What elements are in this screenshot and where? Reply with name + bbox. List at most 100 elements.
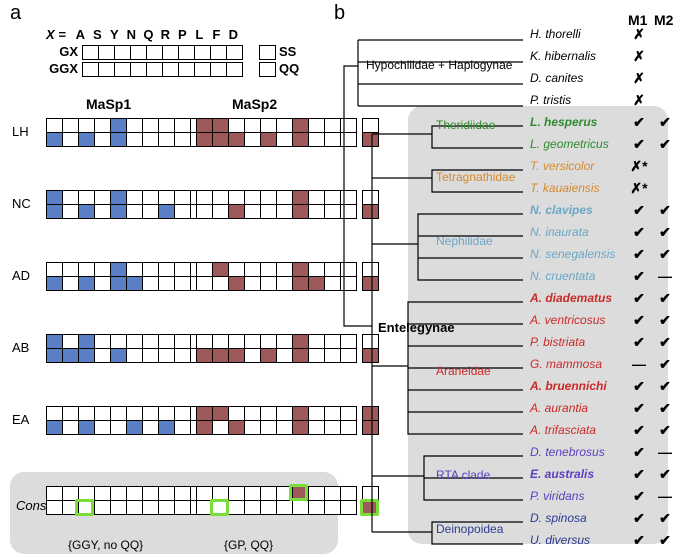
aa-N: N [123, 27, 140, 42]
taxon-row: T. versicolor ✗* [338, 156, 678, 176]
panel-a-label: a [10, 2, 21, 25]
taxon-row: P. bistriata ✔ ✔ [338, 332, 678, 352]
aa-Q: Q [140, 27, 157, 42]
taxon-name: A. trifasciata [530, 423, 596, 437]
m2-mark: ✔ [656, 334, 674, 351]
m1-mark: ✗ [630, 92, 648, 109]
m1-mark: ✗ [630, 26, 648, 43]
taxon-name: L. hesperus [530, 115, 597, 129]
taxon-row: U. diversus ✔ ✔ [338, 530, 678, 550]
m2-mark: — [656, 268, 674, 284]
cons-label: Cons. [16, 498, 50, 513]
aa-P: P [174, 27, 191, 42]
row-label-EA: EA [12, 412, 29, 427]
row-label-AB: AB [12, 340, 29, 355]
m1-mark: ✔ [630, 224, 648, 241]
taxon-name: T. versicolor [530, 159, 594, 173]
m1-mark: ✔ [630, 312, 648, 329]
taxon-name: N. clavipes [530, 203, 593, 217]
taxon-row: L. hesperus✔✔ [338, 112, 678, 132]
m1-mark: ✔ [630, 466, 648, 483]
taxon-name: U. diversus [530, 533, 590, 547]
taxon-row: D. spinosa ✔ ✔ [338, 508, 678, 528]
taxon-name: D. tenebrosus [530, 445, 605, 459]
gx-label: GX [46, 44, 78, 59]
x-eq-label: X = [46, 27, 66, 42]
panel-b: M1 M2 Hypochilida [338, 6, 678, 552]
m1-mark: ✔ [630, 136, 648, 153]
m2-mark: ✔ [656, 422, 674, 439]
taxon-row: E. australis✔✔ [338, 464, 678, 484]
masp1-heading: MaSp1 [86, 96, 131, 112]
ss-label: SS [279, 44, 296, 59]
row-label-NC: NC [12, 196, 31, 211]
m1-mark: ✔ [630, 510, 648, 527]
m1-mark: ✔ [630, 444, 648, 461]
m1-mark: ✗ [630, 70, 648, 87]
row-label-AD: AD [12, 268, 30, 283]
m1-mark: ✔ [630, 114, 648, 131]
aa-D: D [225, 27, 242, 42]
taxon-row: T. kauaiensis ✗* [338, 178, 678, 198]
taxon-row: A. trifasciata ✔ ✔ [338, 420, 678, 440]
aa-L: L [191, 27, 208, 42]
taxon-row: L. geometricus✔✔ [338, 134, 678, 154]
taxon-name: A. aurantia [530, 401, 588, 415]
m1-mark: ✔ [630, 290, 648, 307]
taxon-row: N. senegalensis✔✔ [338, 244, 678, 264]
ss-cell [259, 45, 275, 59]
aa-Y: Y [106, 27, 123, 42]
taxon-name: T. kauaiensis [530, 181, 600, 195]
taxon-name: A. ventricosus [530, 313, 605, 327]
taxon-row: D. canites ✗ [338, 68, 678, 88]
m2-mark: ✔ [656, 202, 674, 219]
taxon-name: N. cruentata [530, 269, 595, 283]
row-label-LH: LH [12, 124, 29, 139]
taxon-row: N. inaurata✔✔ [338, 222, 678, 242]
taxon-name: D. spinosa [530, 511, 587, 525]
taxon-name: H. thorelli [530, 27, 581, 41]
m1-mark: ✔ [630, 488, 648, 505]
legend: X = ASYNQRPLFD GX SS GGX QQ [46, 26, 299, 77]
m1-mark: ✔ [630, 202, 648, 219]
taxon-row: P. viridans✔— [338, 486, 678, 506]
aa-F: F [208, 27, 225, 42]
taxon-row: H. thorelli ✗ [338, 24, 678, 44]
m2-mark: ✔ [656, 312, 674, 329]
m2-mark: ✔ [656, 510, 674, 527]
m2-mark: — [656, 488, 674, 504]
taxon-name: D. canites [530, 71, 583, 85]
ggx-grid [82, 62, 242, 76]
taxon-row: A. aurantia✔✔ [338, 398, 678, 418]
aa-A: A [72, 27, 89, 42]
m1-mark: ✔ [630, 400, 648, 417]
m1-mark: — [630, 356, 648, 372]
taxon-name: G. mammosa [530, 357, 602, 371]
taxon-name: N. inaurata [530, 225, 589, 239]
m1-mark: ✔ [630, 378, 648, 395]
m2-mark: ✔ [656, 532, 674, 549]
m1-mark: ✔ [630, 532, 648, 549]
taxon-row: D. tenebrosus✔— [338, 442, 678, 462]
m1-mark: ✔ [630, 334, 648, 351]
m1-mark: ✗* [630, 158, 648, 175]
m1-mark: ✗ [630, 48, 648, 65]
taxon-row: K. hibernalis ✗ [338, 46, 678, 66]
qq-label: QQ [279, 61, 299, 76]
m2-mark: ✔ [656, 246, 674, 263]
taxon-name: L. geometricus [530, 137, 609, 151]
aa-R: R [157, 27, 174, 42]
m1-mark: ✔ [630, 422, 648, 439]
m1-mark: ✗* [630, 180, 648, 197]
taxon-row: G. mammosa—✔ [338, 354, 678, 374]
cons-set2: {GP, QQ} [224, 538, 273, 552]
taxon-name: A. diadematus [530, 291, 612, 305]
taxon-name: P. bistriata [530, 335, 585, 349]
taxon-row: N. clavipes ✔ ✔ [338, 200, 678, 220]
qq-cell [259, 62, 275, 76]
taxon-row: A. diadematus✔✔ [338, 288, 678, 308]
taxon-row: P. tristis✗ [338, 90, 678, 110]
taxon-name: K. hibernalis [530, 49, 596, 63]
aa-header-row: ASYNQRPLFD [72, 27, 242, 42]
taxon-name: E. australis [530, 467, 594, 481]
